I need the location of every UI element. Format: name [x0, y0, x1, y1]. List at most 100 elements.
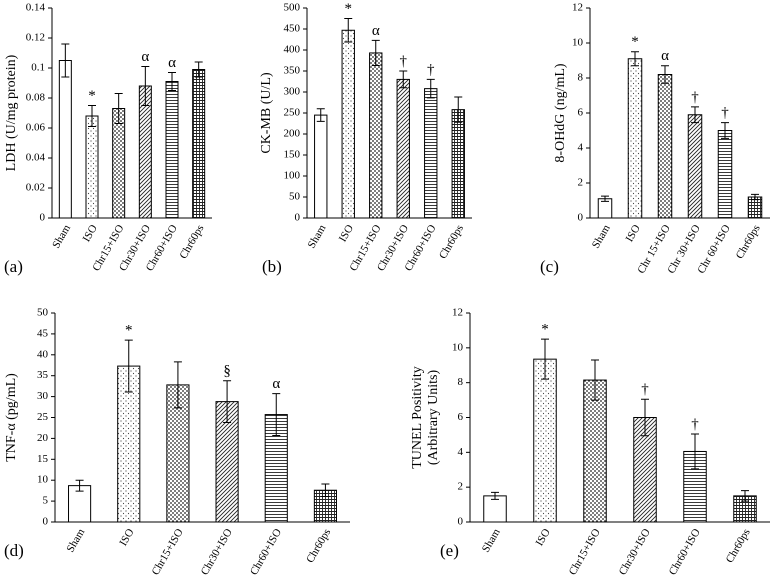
bar [657, 74, 673, 219]
y-tick-label: 25 [37, 411, 49, 423]
error-bar [721, 122, 729, 139]
bar [369, 52, 383, 219]
panel-label: (a) [4, 257, 23, 276]
error-bar [316, 108, 325, 122]
panel-label: (c) [540, 257, 559, 276]
x-tick-label: ISO [81, 223, 100, 244]
significance-mark: α [168, 55, 176, 71]
x-tick-label: Sham [50, 222, 73, 250]
y-tick-label: 10 [572, 37, 584, 49]
error-bar [344, 18, 353, 43]
x-tick-label: Sham [64, 526, 87, 554]
y-tick-label: 50 [289, 191, 301, 203]
y-tick-label: 250 [284, 107, 301, 119]
bar [533, 358, 557, 523]
error-bar [114, 93, 123, 124]
y-tick-label: 0 [40, 212, 46, 224]
panel-label: (e) [440, 541, 459, 560]
bar [341, 29, 355, 219]
error-bar [541, 338, 549, 380]
x-tick-label: Chr60+ISO [667, 527, 703, 578]
bar [424, 88, 438, 219]
y-tick-label: 0.06 [26, 122, 46, 134]
y-tick-label: 100 [284, 170, 301, 182]
x-tick-label: Chr60ps [437, 223, 466, 261]
y-tick-label: 150 [284, 149, 301, 161]
error-bar [75, 479, 84, 492]
bar [85, 115, 99, 219]
significance-mark: α [372, 23, 380, 39]
error-bar [691, 433, 699, 470]
error-bar [141, 66, 150, 106]
y-axis-title: CK-MB (U/L) [259, 72, 274, 154]
significance-mark: † [721, 105, 729, 121]
significance-mark: α [661, 48, 669, 64]
x-tick-label: Chr15+ISO [567, 527, 603, 578]
error-bar [641, 398, 649, 437]
error-bar [321, 483, 330, 498]
x-tick-label: Chr60ps [734, 223, 763, 261]
bar [687, 114, 703, 219]
error-bar [491, 491, 499, 500]
error-bar [399, 70, 408, 89]
y-tick-label: 450 [284, 23, 301, 35]
error-bar [751, 193, 759, 201]
y-tick-label: 400 [284, 44, 301, 56]
y-tick-label: 0.1 [31, 62, 45, 74]
y-tick-label: 50 [37, 307, 49, 319]
y-tick-label: 8 [458, 376, 464, 388]
x-tick-label: ISO [534, 527, 553, 548]
y-tick-label: 30 [37, 390, 49, 402]
error-bar [691, 106, 699, 124]
y-tick-label: 0 [458, 516, 464, 528]
error-bar [591, 359, 599, 401]
significance-mark: † [691, 416, 699, 432]
y-tick-label: 20 [37, 432, 49, 444]
x-tick-label: Chr30+ISO [199, 527, 235, 578]
significance-mark: * [631, 34, 639, 50]
y-tick-label: 0 [43, 516, 49, 528]
y-tick-label: 0 [578, 212, 584, 224]
y-tick-label: 8 [578, 72, 584, 84]
x-tick-label: Chr60+ISO [248, 527, 284, 578]
error-bar [454, 96, 463, 123]
error-bar [631, 51, 639, 67]
y-axis-title: LDH (U/mg protein) [4, 54, 19, 171]
bar [747, 196, 763, 219]
y-tick-label: 0.08 [26, 92, 46, 104]
error-bar [426, 78, 435, 99]
bar [717, 130, 733, 219]
y-tick-label: 45 [37, 327, 49, 339]
y-tick-label: 0.12 [26, 32, 45, 44]
significance-mark: * [345, 1, 353, 17]
significance-mark: α [141, 49, 149, 65]
bar [583, 379, 607, 523]
x-tick-label: Chr15+ISO [150, 527, 186, 578]
y-tick-label: 200 [284, 128, 301, 140]
error-bar [661, 65, 669, 84]
y-tick-label: 35 [37, 369, 49, 381]
y-tick-label: 0.14 [26, 2, 46, 14]
y-tick-label: 0.04 [26, 152, 46, 164]
y-tick-label: 40 [37, 348, 49, 360]
error-bar [601, 195, 609, 202]
y-tick-label: 15 [37, 453, 49, 465]
x-tick-label: Chr60ps [177, 223, 206, 261]
significance-mark: † [400, 53, 408, 69]
y-axis-title: 8-OHdG (ng/mL) [553, 63, 568, 162]
error-bar [173, 361, 182, 409]
x-tick-label: Sham [480, 526, 503, 554]
bar [396, 78, 410, 219]
significance-mark: * [125, 323, 133, 339]
x-tick-label: Chr60ps [724, 527, 753, 565]
significance-mark: † [691, 89, 699, 105]
bar [627, 58, 643, 219]
bar [58, 60, 72, 219]
bar [192, 69, 206, 219]
y-tick-label: 2 [578, 177, 584, 189]
significance-mark: * [541, 322, 549, 338]
bar [314, 114, 328, 219]
error-bar [741, 490, 749, 502]
x-tick-label: ISO [337, 223, 356, 244]
